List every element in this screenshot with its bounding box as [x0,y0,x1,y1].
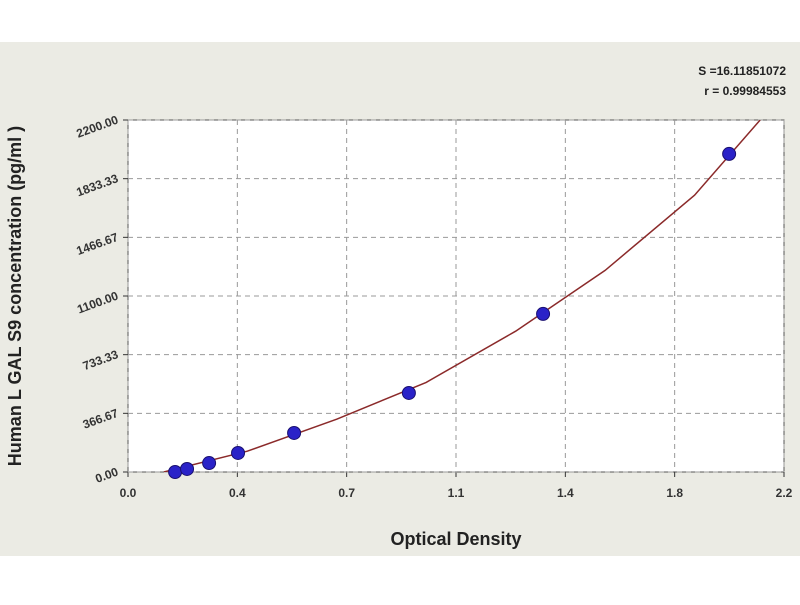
data-point [536,306,551,321]
data-point [231,445,246,460]
data-point [202,456,217,471]
x-tick-label: 0.7 [338,486,355,500]
y-axis-title: Human L GAL S9 concentration (pg/ml ) [5,126,25,466]
data-point [401,385,416,400]
x-tick-label: 2.2 [776,486,793,500]
x-tick-label: 0.0 [120,486,137,500]
data-point [287,425,302,440]
x-tick-label: 1.4 [557,486,574,500]
x-tick-label: 1.1 [448,486,465,500]
x-axis-title: Optical Density [390,529,521,549]
annotation: r = 0.99984553 [704,84,786,98]
x-tick-label: 0.4 [229,486,246,500]
annotation: S =16.11851072 [698,64,786,78]
data-point [722,146,737,161]
fit-curve [163,120,761,472]
data-point [168,465,183,479]
x-tick-label: 1.8 [666,486,683,500]
data-point [180,461,195,476]
